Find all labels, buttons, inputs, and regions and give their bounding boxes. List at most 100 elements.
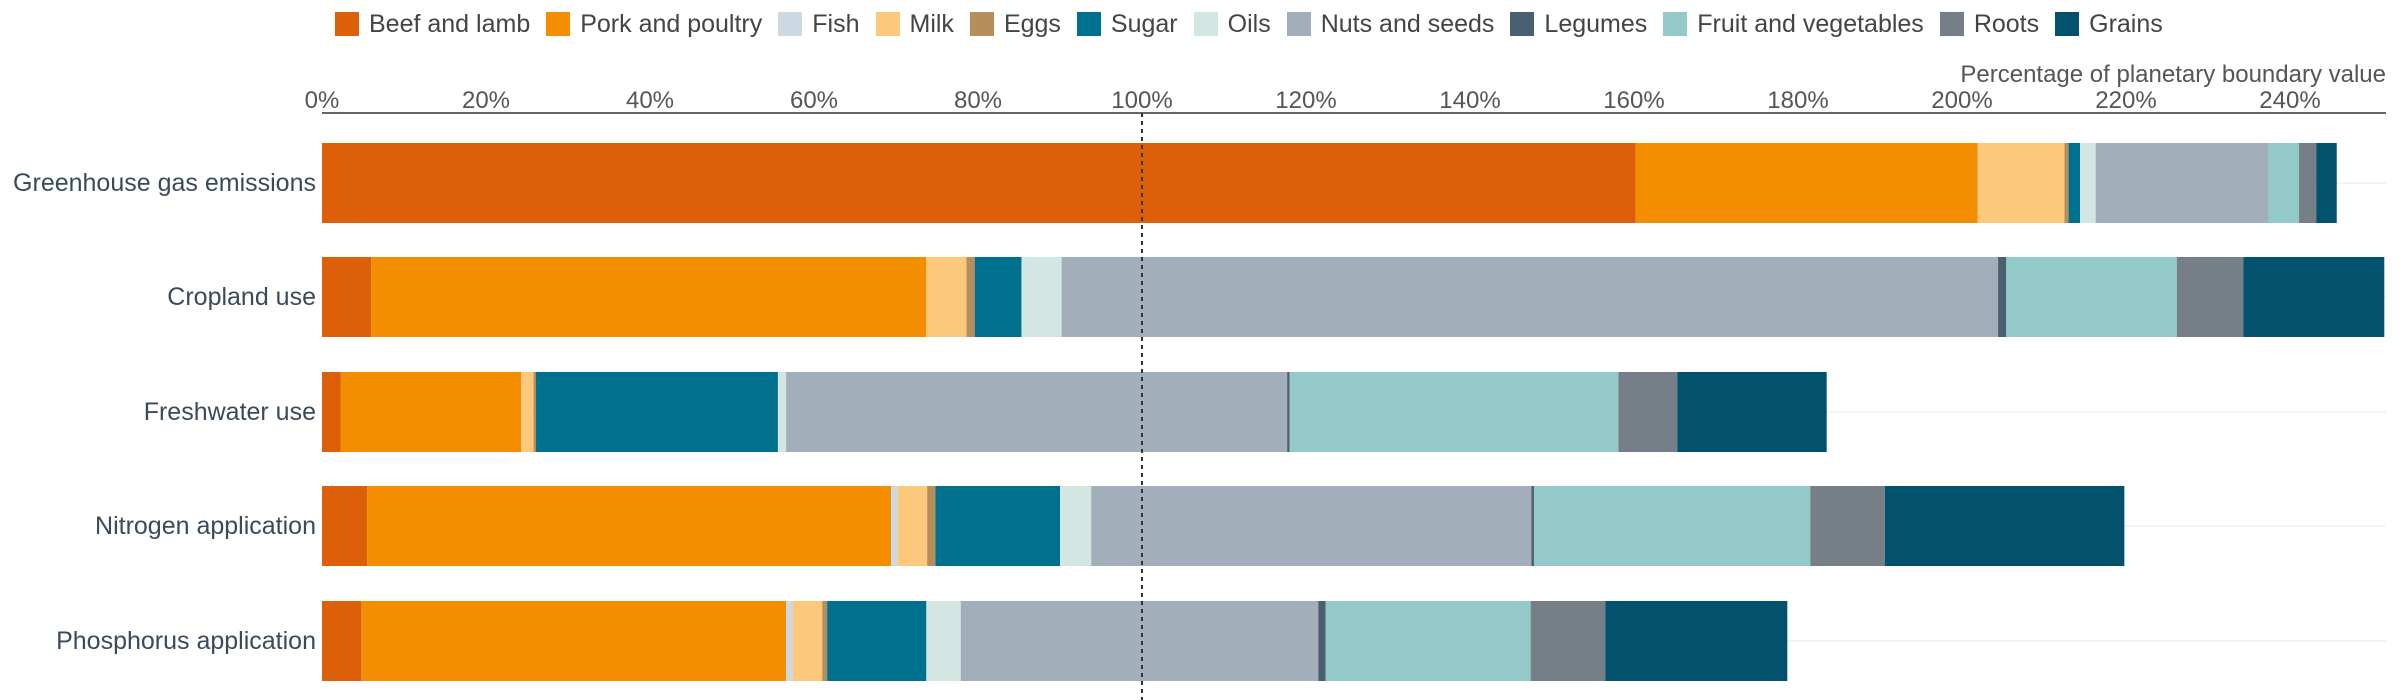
bar-segment-sugar — [935, 486, 1060, 566]
legend-swatch — [969, 12, 994, 36]
legend-label: Oils — [1227, 9, 1271, 38]
bar-segment-roots — [1810, 486, 1885, 566]
bar-segment-sugar — [974, 257, 1022, 337]
legend-label: Legumes — [1544, 9, 1648, 38]
category-label: Nitrogen application — [95, 512, 316, 540]
bar-segment-fish — [786, 601, 793, 681]
bar-segment-roots — [2176, 257, 2244, 337]
bar-segment-grains — [1884, 486, 2125, 566]
legend-swatch — [2055, 12, 2080, 36]
legend-label: Milk — [909, 9, 954, 38]
bar-segment-milk — [521, 372, 534, 452]
x-tick-label: 120% — [1275, 87, 1336, 114]
x-tick-label: 240% — [2259, 87, 2320, 114]
bar-segment-roots — [1530, 601, 1606, 681]
bar-segment-roots — [2299, 143, 2317, 223]
bar-segment-fruit-and-vegetables — [1289, 372, 1619, 452]
legend-item-beef-and-lamb: Beef and lamb — [335, 10, 530, 39]
legend-item-nuts-and-seeds: Nuts and seeds — [1286, 10, 1494, 39]
bar-segment-grains — [2316, 143, 2337, 223]
bar-segment-nuts-and-seeds — [960, 601, 1319, 681]
x-axis-title: Percentage of planetary boundary value — [1960, 61, 2386, 88]
legend-swatch — [1193, 12, 1218, 36]
bar-segment-nuts-and-seeds — [1061, 257, 1999, 337]
bar-segment-milk — [792, 601, 823, 681]
legend-swatch — [335, 12, 359, 36]
bar-segment-eggs — [533, 372, 537, 452]
legend-swatch — [546, 12, 571, 36]
legend-swatch — [875, 12, 900, 36]
x-tick-label: 200% — [1931, 87, 1992, 114]
bar-segment-beef-and-lamb — [322, 257, 372, 337]
category-label: Phosphorus application — [56, 627, 316, 655]
legend-swatch — [1939, 12, 1964, 36]
legend-swatch — [1286, 12, 1311, 36]
bar-segment-eggs — [966, 257, 975, 337]
bar-segment-legumes — [1287, 372, 1290, 452]
bar-segment-milk — [1977, 143, 2065, 223]
bar-segment-beef-and-lamb — [322, 601, 362, 681]
legend-item-grains: Grains — [2055, 10, 2163, 39]
bar-segment-grains — [1677, 372, 1827, 452]
bar-segment-fruit-and-vegetables — [2268, 143, 2300, 223]
legend-label: Sugar — [1110, 9, 1178, 38]
bar-segment-oils — [926, 601, 961, 681]
legend-item-fish: Fish — [778, 9, 860, 39]
category-label: Greenhouse gas emissions — [13, 169, 316, 197]
bar-segment-fruit-and-vegetables — [2006, 257, 2177, 337]
bar-segment-sugar — [2068, 143, 2081, 223]
category-label: Cropland use — [167, 283, 316, 311]
bar-segment-legumes — [1531, 486, 1534, 566]
bar-segment-legumes — [1998, 257, 2007, 337]
legend-label: Roots — [1973, 9, 2040, 38]
bar-segment-grains — [2243, 257, 2385, 337]
bar-segment-sugar — [827, 601, 927, 681]
x-tick-label: 140% — [1439, 87, 1500, 114]
bar-segment-grains — [1605, 601, 1788, 681]
x-tick-label: 20% — [462, 87, 510, 114]
bar-segment-beef-and-lamb — [322, 486, 368, 566]
bar-segment-pork-and-poultry — [1635, 143, 1978, 223]
x-tick-label: 100% — [1111, 87, 1172, 114]
bar-segment-nuts-and-seeds — [786, 372, 1288, 452]
legend-swatch — [1510, 12, 1535, 36]
bar-segment-pork-and-poultry — [367, 486, 892, 566]
bar-segment-nuts-and-seeds — [1091, 486, 1532, 566]
legend-label: Fish — [812, 9, 860, 38]
bar-segment-oils — [1021, 257, 1062, 337]
bar-segment-sugar — [536, 372, 778, 452]
x-tick-label: 80% — [954, 87, 1002, 114]
bar-segment-beef-and-lamb — [322, 372, 341, 452]
legend: Beef and lamb Pork and poultry Fish Milk Egg… — [335, 6, 2179, 42]
bar-segment-milk — [897, 486, 928, 566]
legend-label: Grains — [2089, 9, 2163, 38]
legend-item-fruit-and-vegetables: Fruit and vegetables — [1663, 10, 1924, 39]
bar-segment-eggs — [2064, 143, 2069, 223]
bar-segment-oils — [2080, 143, 2096, 223]
x-tick-label: 60% — [790, 87, 838, 114]
bar-segment-oils — [1060, 486, 1092, 566]
x-tick-label: 40% — [626, 87, 674, 114]
bar-segment-nuts-and-seeds — [2095, 143, 2269, 223]
legend-swatch — [1076, 12, 1101, 36]
bar-segment-oils — [777, 372, 787, 452]
bar-segment-eggs — [927, 486, 936, 566]
legend-item-oils: Oils — [1193, 9, 1271, 39]
bar-segment-eggs — [822, 601, 828, 681]
legend-item-sugar: Sugar — [1076, 9, 1178, 39]
legend-swatch — [1663, 12, 1688, 36]
bar-segment-fish — [891, 486, 898, 566]
x-tick-label: 220% — [2095, 87, 2156, 114]
bar-segment-beef-and-lamb — [322, 143, 1636, 223]
bar-segment-pork-and-poultry — [361, 601, 787, 681]
legend-label: Beef and lamb — [369, 9, 531, 38]
x-tick-label: 0% — [305, 87, 340, 114]
legend-label: Pork and poultry — [580, 9, 763, 38]
legend-item-pork-and-poultry: Pork and poultry — [546, 10, 762, 39]
legend-item-roots: Roots — [1939, 9, 2040, 39]
bar-segment-fruit-and-vegetables — [1325, 601, 1531, 681]
bar-segment-pork-and-poultry — [340, 372, 522, 452]
legend-label: Eggs — [1003, 9, 1061, 38]
x-tick-label: 180% — [1767, 87, 1828, 114]
